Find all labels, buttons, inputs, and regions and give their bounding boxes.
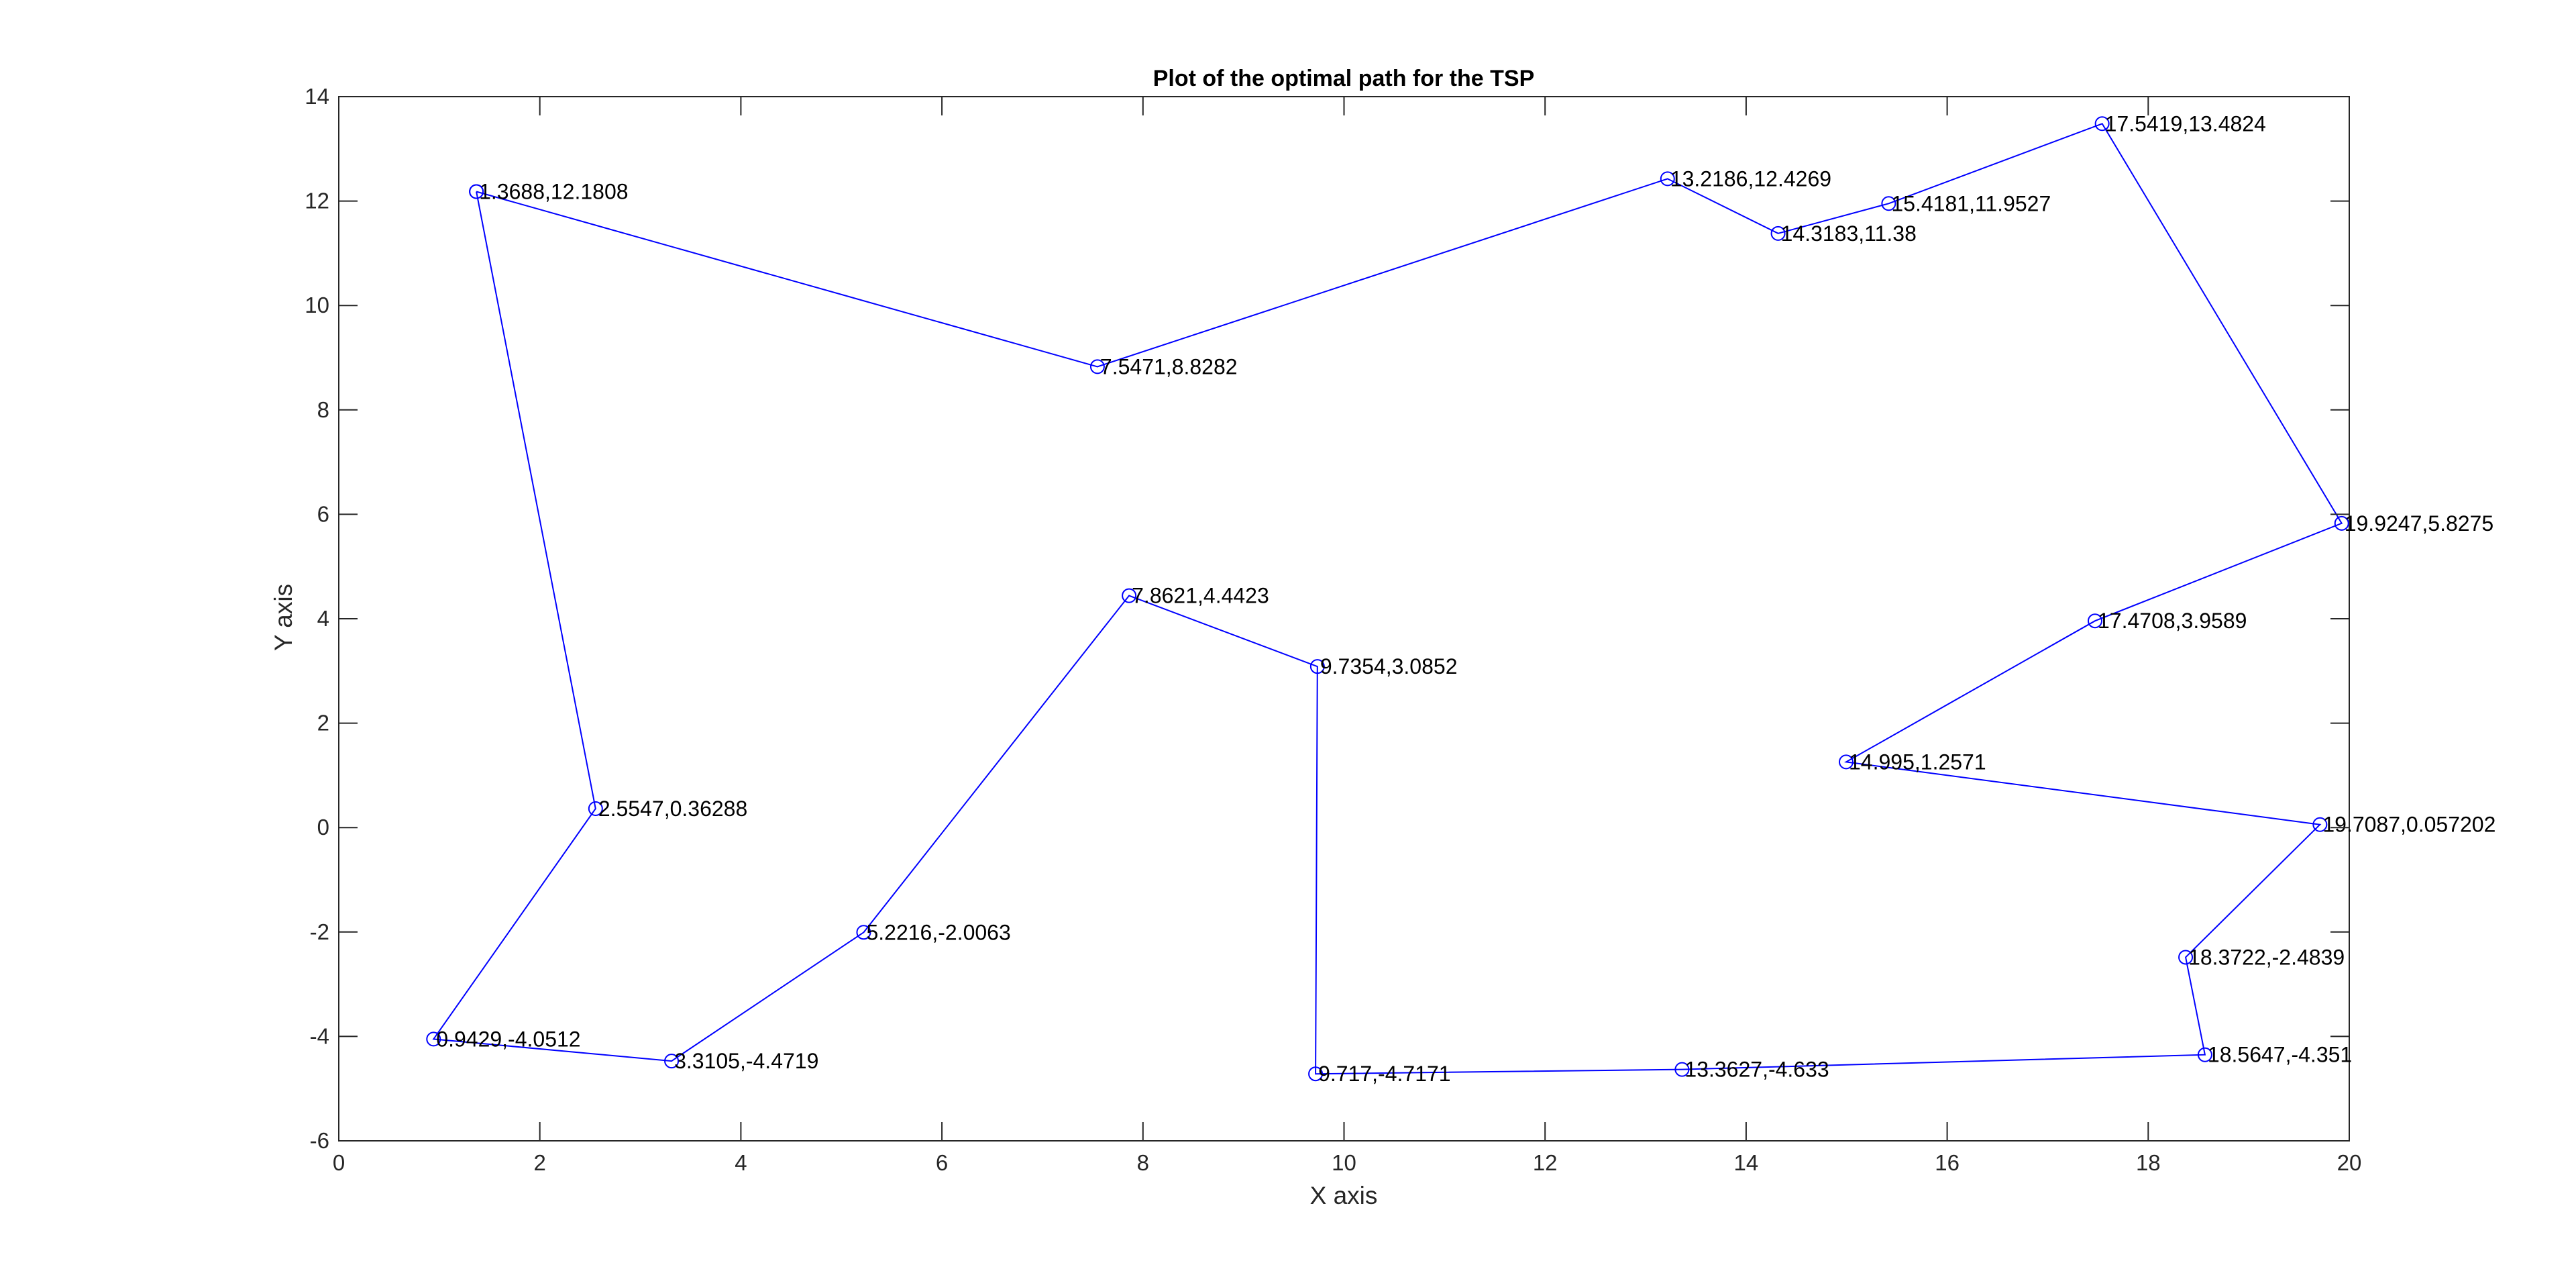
y-tick-label: 12 [305, 189, 329, 213]
data-label: 19.9247,5.8275 [2345, 511, 2493, 536]
data-label: 7.8621,4.4423 [1132, 584, 1269, 608]
x-tick-label: 2 [534, 1150, 546, 1175]
data-point [2197, 1047, 2212, 1062]
data-label: 2.5547,0.36288 [598, 797, 747, 821]
data-label: 17.5419,13.4824 [2105, 111, 2266, 136]
data-point [2334, 515, 2349, 531]
data-point [1674, 1062, 1690, 1077]
data-label: 18.5647,-4.351 [2208, 1043, 2352, 1067]
data-point [469, 184, 484, 199]
data-label: 7.5471,8.8282 [1100, 354, 1238, 378]
y-tick-label: -6 [310, 1128, 329, 1153]
data-label: 17.4708,3.9589 [2098, 609, 2247, 633]
data-point [1309, 659, 1325, 674]
x-tick-label: 16 [1935, 1150, 1960, 1175]
data-label: 1.3688,12.1808 [479, 180, 628, 204]
data-point [1660, 171, 1675, 187]
data-point [2094, 116, 2110, 132]
x-tick-label: 10 [1332, 1150, 1356, 1175]
y-tick-label: -2 [310, 919, 329, 944]
data-label: 14.995,1.2571 [1849, 750, 1986, 774]
data-label: 14.3183,11.38 [1781, 221, 1917, 246]
data-label: 15.4181,11.9527 [1891, 191, 2051, 215]
plot-area [338, 96, 2350, 1142]
data-label: 3.3105,-4.4719 [674, 1049, 818, 1073]
data-point [1881, 196, 1896, 211]
data-point [1089, 359, 1105, 374]
series-line [432, 123, 2343, 1075]
y-tick-label: 4 [317, 606, 329, 631]
data-point [1839, 754, 1854, 770]
data-point [2178, 950, 2194, 965]
data-label: 13.3627,-4.633 [1684, 1058, 1829, 1082]
y-tick-label: 2 [317, 711, 329, 736]
x-tick-label: 14 [1734, 1150, 1759, 1175]
data-point [426, 1031, 441, 1047]
y-tick-label: 6 [317, 501, 329, 526]
data-point [1308, 1066, 1324, 1082]
y-tick-label: 14 [305, 84, 329, 109]
x-tick-label: 8 [1137, 1150, 1149, 1175]
x-tick-label: 18 [2136, 1150, 2161, 1175]
y-tick-label: -4 [310, 1023, 329, 1048]
chart-title: Plot of the optimal path for the TSP [1153, 66, 1535, 91]
axis-ticks: 0 2 4 6 8 10 12 14 16 18 20 -6 -4 -2 0 2 4 6 8 10 12 14 [305, 84, 2361, 1175]
data-point [588, 801, 603, 816]
x-tick-label: 4 [735, 1150, 747, 1175]
data-label: 9.717,-4.7171 [1318, 1062, 1450, 1086]
path-marks: 1.3688,12.1808 7.5471,8.8282 13.2186,12.42… [426, 111, 2496, 1086]
data-point [2312, 817, 2328, 832]
x-tick-label: 20 [2337, 1150, 2362, 1175]
data-label: 0.9429,-4.0512 [436, 1027, 580, 1051]
x-tick-label: 0 [333, 1150, 345, 1175]
x-axis-label: X axis [1310, 1182, 1378, 1209]
data-point [856, 925, 871, 940]
data-point [2087, 613, 2102, 629]
data-label: 5.2216,-2.0063 [866, 920, 1010, 944]
data-label: 18.3722,-2.4839 [2188, 945, 2345, 969]
axes-box [338, 96, 2350, 1142]
y-tick-label: 8 [317, 397, 329, 422]
data-label: 19.7087,0.057202 [2322, 813, 2496, 837]
y-tick-label: 0 [317, 815, 329, 840]
x-tick-label: 12 [1533, 1150, 1558, 1175]
data-point [664, 1054, 680, 1069]
data-point [1122, 588, 1137, 603]
data-label: 13.2186,12.4269 [1670, 166, 1831, 191]
y-axis-label: Y axis [270, 584, 297, 651]
data-label: 9.7354,3.0852 [1320, 654, 1458, 678]
data-point [1770, 225, 1786, 241]
x-tick-label: 6 [936, 1150, 948, 1175]
y-tick-label: 10 [305, 293, 329, 317]
